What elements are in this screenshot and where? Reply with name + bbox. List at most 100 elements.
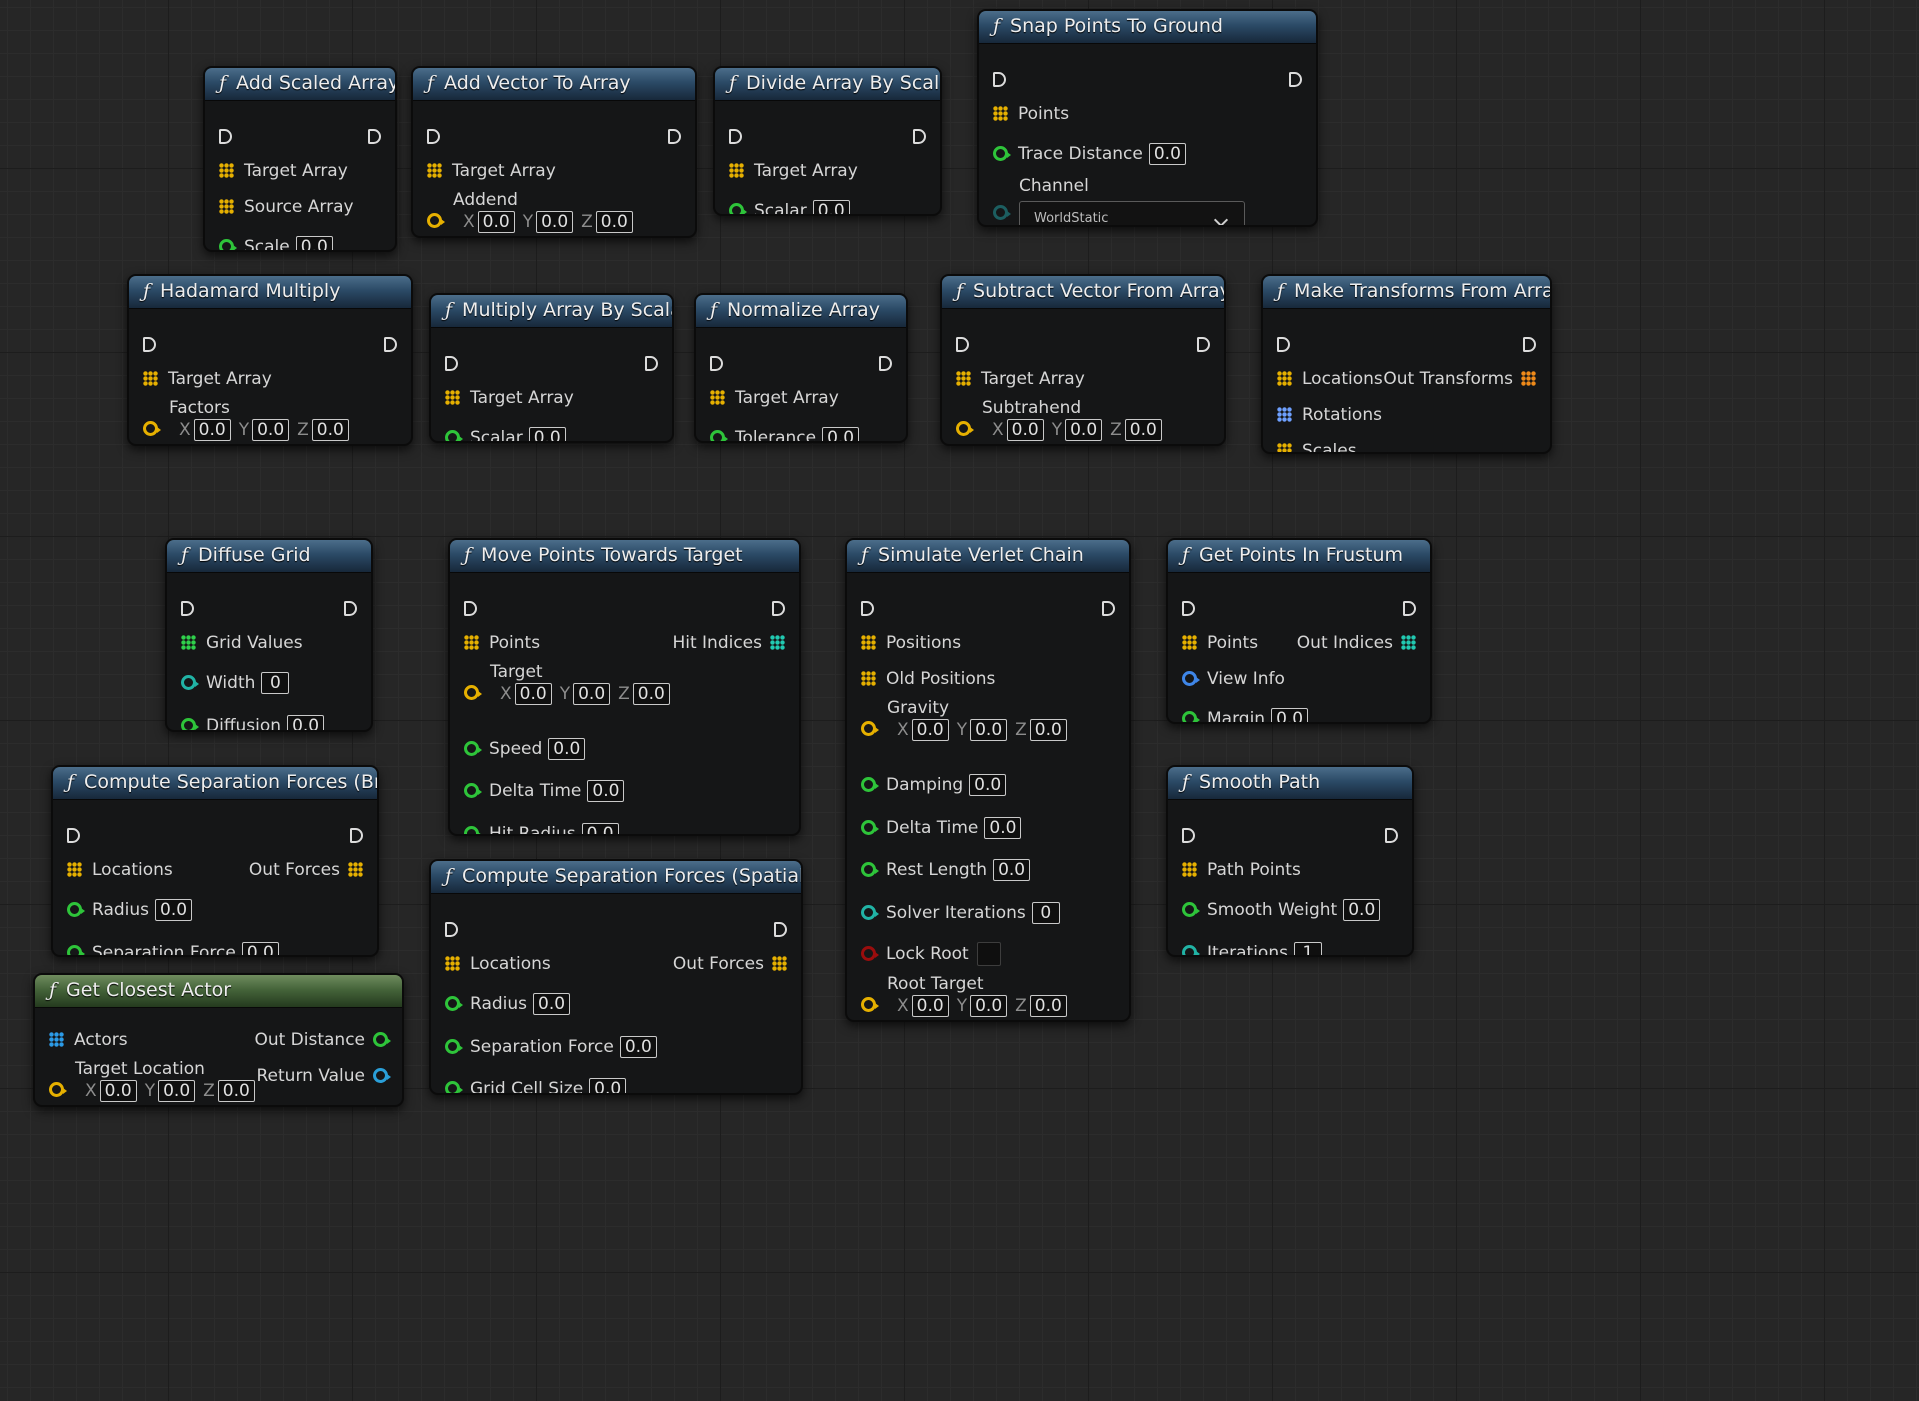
value-field[interactable]: 0.0 bbox=[1271, 708, 1309, 722]
exec-out-pin[interactable] bbox=[344, 601, 357, 616]
exec-out-pin[interactable] bbox=[384, 337, 397, 352]
node-hadamard-multiply[interactable]: ƒ Hadamard Multiply Target Array Factors X 0.… bbox=[127, 274, 413, 446]
array-pin-icon[interactable] bbox=[956, 371, 971, 386]
exec-in-pin[interactable] bbox=[143, 337, 156, 352]
node-get-points-in-frustum[interactable]: ƒ Get Points In Frustum Points Out Indices V… bbox=[1166, 538, 1432, 724]
node-header[interactable]: ƒ Get Points In Frustum bbox=[1168, 540, 1430, 573]
value-pin-icon[interactable] bbox=[67, 945, 85, 955]
vector-z-field[interactable]: 0.0 bbox=[632, 683, 670, 705]
value-pin-icon[interactable] bbox=[1182, 671, 1200, 686]
vector-input[interactable]: X 0.0 Y 0.0 Z 0.0 bbox=[171, 419, 349, 441]
exec-out-pin[interactable] bbox=[1403, 601, 1416, 616]
exec-in-pin[interactable] bbox=[993, 72, 1006, 87]
node-header[interactable]: ƒ Move Points Towards Target bbox=[450, 540, 799, 573]
array-pin-icon[interactable] bbox=[710, 390, 725, 405]
array-pin-icon[interactable] bbox=[1182, 862, 1197, 877]
exec-in-pin[interactable] bbox=[1182, 828, 1195, 843]
array-pin-icon[interactable] bbox=[1182, 635, 1197, 650]
array-pin-icon[interactable] bbox=[67, 862, 82, 877]
array-pin-icon[interactable] bbox=[427, 163, 442, 178]
exec-out-pin[interactable] bbox=[645, 356, 658, 371]
node-normalize-array[interactable]: ƒ Normalize Array Target Array Tolerance 0.0 bbox=[694, 293, 908, 443]
value-pin-icon[interactable] bbox=[861, 777, 879, 792]
node-smooth-path[interactable]: ƒ Smooth Path Path Points Smooth Weight 0.0 I… bbox=[1166, 765, 1414, 957]
vector-input[interactable]: X 0.0 Y 0.0 Z 0.0 bbox=[455, 211, 633, 233]
value-field[interactable]: 0.0 bbox=[993, 859, 1031, 881]
value-field[interactable]: 0.0 bbox=[1343, 899, 1381, 921]
node-diffuse-grid[interactable]: ƒ Diffuse Grid Grid Values Width 0 Diffusion 0… bbox=[165, 538, 373, 732]
exec-in-pin[interactable] bbox=[729, 129, 742, 144]
output-array-pin-icon[interactable] bbox=[770, 635, 785, 650]
vector-z-field[interactable]: 0.0 bbox=[595, 211, 633, 233]
exec-out-pin[interactable] bbox=[913, 129, 926, 144]
exec-out-pin[interactable] bbox=[772, 601, 785, 616]
value-field[interactable]: 0.0 bbox=[533, 993, 571, 1015]
array-pin-icon[interactable] bbox=[1277, 443, 1292, 452]
node-divide-array-by-scalar[interactable]: ƒ Divide Array By Scalar Target Array Scala… bbox=[713, 66, 942, 216]
value-field[interactable]: 0.0 bbox=[969, 774, 1007, 796]
vector-y-field[interactable]: 0.0 bbox=[536, 211, 574, 233]
node-header[interactable]: ƒ Compute Separation Forces (Spatial Hash… bbox=[431, 861, 801, 894]
value-pin-icon[interactable] bbox=[464, 826, 482, 834]
array-pin-icon[interactable] bbox=[219, 199, 234, 214]
value-pin-icon[interactable] bbox=[710, 430, 728, 441]
node-simulate-verlet-chain[interactable]: ƒ Simulate Verlet Chain Positions Old Posit… bbox=[845, 538, 1131, 1022]
vector-x-field[interactable]: 0.0 bbox=[477, 211, 515, 233]
exec-in-pin[interactable] bbox=[464, 601, 477, 616]
node-header[interactable]: ƒ Hadamard Multiply bbox=[129, 276, 411, 309]
vector-y-field[interactable]: 0.0 bbox=[573, 683, 611, 705]
value-field[interactable]: 0.0 bbox=[1148, 143, 1186, 165]
exec-in-pin[interactable] bbox=[445, 356, 458, 371]
node-move-points-towards-target[interactable]: ƒ Move Points Towards Target Points Hit Ind… bbox=[448, 538, 801, 836]
vector-x-field[interactable]: 0.0 bbox=[193, 419, 231, 441]
value-field[interactable]: 0.0 bbox=[528, 427, 566, 441]
array-pin-icon[interactable] bbox=[445, 956, 460, 971]
node-header[interactable]: ƒ Subtract Vector From Array bbox=[942, 276, 1224, 309]
array-pin-icon[interactable] bbox=[729, 163, 744, 178]
node-compute-separation-forces-brute[interactable]: ƒ Compute Separation Forces (Brute) Locati… bbox=[51, 765, 379, 957]
value-pin-icon[interactable] bbox=[861, 905, 879, 920]
vector-y-field[interactable]: 0.0 bbox=[970, 995, 1008, 1017]
node-header[interactable]: ƒ Divide Array By Scalar bbox=[715, 68, 940, 101]
vector-input[interactable]: X 0.0 Y 0.0 Z 0.0 bbox=[889, 995, 1067, 1017]
value-field[interactable]: 0.0 bbox=[581, 823, 619, 834]
vector-pin-icon[interactable] bbox=[464, 685, 482, 700]
value-pin-icon[interactable] bbox=[181, 675, 199, 690]
value-pin-icon[interactable] bbox=[181, 718, 199, 730]
vector-z-field[interactable]: 0.0 bbox=[217, 1080, 255, 1102]
node-header[interactable]: ƒ Snap Points To Ground bbox=[979, 11, 1316, 44]
output-array-pin-icon[interactable] bbox=[1401, 635, 1416, 650]
vector-z-field[interactable]: 0.0 bbox=[311, 419, 349, 441]
exec-out-pin[interactable] bbox=[1289, 72, 1302, 87]
node-add-vector-to-array[interactable]: ƒ Add Vector To Array Target Array Addend X 0… bbox=[411, 66, 697, 238]
value-pin-icon[interactable] bbox=[445, 1081, 463, 1093]
exec-in-pin[interactable] bbox=[445, 922, 458, 937]
bool-pin-icon[interactable] bbox=[861, 946, 879, 961]
node-get-closest-actor[interactable]: ƒ Get Closest Actor Actors Out Distance Targ… bbox=[33, 973, 404, 1107]
array-pin-icon[interactable] bbox=[1277, 371, 1292, 386]
value-pin-icon[interactable] bbox=[1182, 945, 1200, 955]
output-array-pin-icon[interactable] bbox=[1521, 371, 1536, 386]
node-multiply-array-by-scalar[interactable]: ƒ Multiply Array By Scalar Target Array Sca… bbox=[429, 293, 674, 443]
node-header[interactable]: ƒ Make Transforms From Arrays bbox=[1263, 276, 1550, 309]
exec-out-pin[interactable] bbox=[774, 922, 787, 937]
value-field[interactable]: 0.0 bbox=[822, 427, 860, 441]
vector-pin-icon[interactable] bbox=[49, 1082, 67, 1097]
value-pin-icon[interactable] bbox=[993, 146, 1011, 161]
vector-x-field[interactable]: 0.0 bbox=[1006, 419, 1044, 441]
exec-out-pin[interactable] bbox=[879, 356, 892, 371]
node-header[interactable]: ƒ Normalize Array bbox=[696, 295, 906, 328]
exec-in-pin[interactable] bbox=[181, 601, 194, 616]
vector-y-field[interactable]: 0.0 bbox=[1065, 419, 1103, 441]
vector-x-field[interactable]: 0.0 bbox=[514, 683, 552, 705]
node-compute-separation-forces-spatial-hash[interactable]: ƒ Compute Separation Forces (Spatial Hash… bbox=[429, 859, 803, 1095]
value-pin-icon[interactable] bbox=[67, 902, 85, 917]
vector-input[interactable]: X 0.0 Y 0.0 Z 0.0 bbox=[77, 1080, 255, 1102]
output-value-pin-icon[interactable] bbox=[373, 1032, 391, 1047]
node-make-transforms-from-arrays[interactable]: ƒ Make Transforms From Arrays Locations Out… bbox=[1261, 274, 1552, 454]
node-header[interactable]: ƒ Smooth Path bbox=[1168, 767, 1412, 800]
vector-pin-icon[interactable] bbox=[427, 213, 445, 228]
array-pin-icon[interactable] bbox=[464, 635, 479, 650]
value-pin-icon[interactable] bbox=[1182, 902, 1200, 917]
output-array-pin-icon[interactable] bbox=[348, 862, 363, 877]
